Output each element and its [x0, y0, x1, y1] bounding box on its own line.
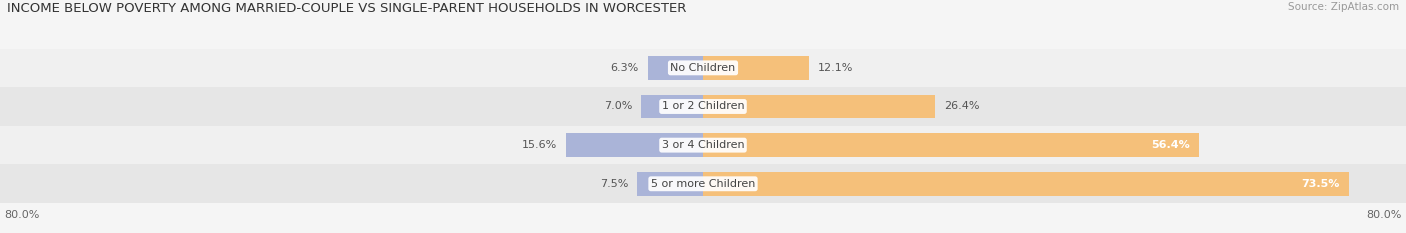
- Text: 1 or 2 Children: 1 or 2 Children: [662, 102, 744, 112]
- Bar: [703, 133, 1198, 157]
- Text: 12.1%: 12.1%: [818, 63, 853, 73]
- Text: INCOME BELOW POVERTY AMONG MARRIED-COUPLE VS SINGLE-PARENT HOUSEHOLDS IN WORCEST: INCOME BELOW POVERTY AMONG MARRIED-COUPL…: [7, 2, 686, 15]
- Text: Source: ZipAtlas.com: Source: ZipAtlas.com: [1288, 2, 1399, 12]
- Bar: [703, 95, 935, 118]
- Bar: [637, 172, 703, 196]
- Text: 6.3%: 6.3%: [610, 63, 638, 73]
- Bar: [0, 164, 1406, 203]
- Text: 80.0%: 80.0%: [1367, 210, 1402, 220]
- Bar: [703, 56, 810, 80]
- Bar: [0, 87, 1406, 126]
- Text: 80.0%: 80.0%: [4, 210, 39, 220]
- Bar: [565, 133, 703, 157]
- Text: 56.4%: 56.4%: [1152, 140, 1189, 150]
- Text: No Children: No Children: [671, 63, 735, 73]
- Bar: [641, 95, 703, 118]
- Text: 7.5%: 7.5%: [600, 179, 628, 189]
- Bar: [648, 56, 703, 80]
- Text: 73.5%: 73.5%: [1302, 179, 1340, 189]
- Bar: [0, 126, 1406, 164]
- Text: 15.6%: 15.6%: [522, 140, 557, 150]
- Bar: [703, 172, 1348, 196]
- Text: 26.4%: 26.4%: [943, 102, 979, 112]
- Bar: [0, 48, 1406, 87]
- Text: 7.0%: 7.0%: [605, 102, 633, 112]
- Text: 5 or more Children: 5 or more Children: [651, 179, 755, 189]
- Text: 3 or 4 Children: 3 or 4 Children: [662, 140, 744, 150]
